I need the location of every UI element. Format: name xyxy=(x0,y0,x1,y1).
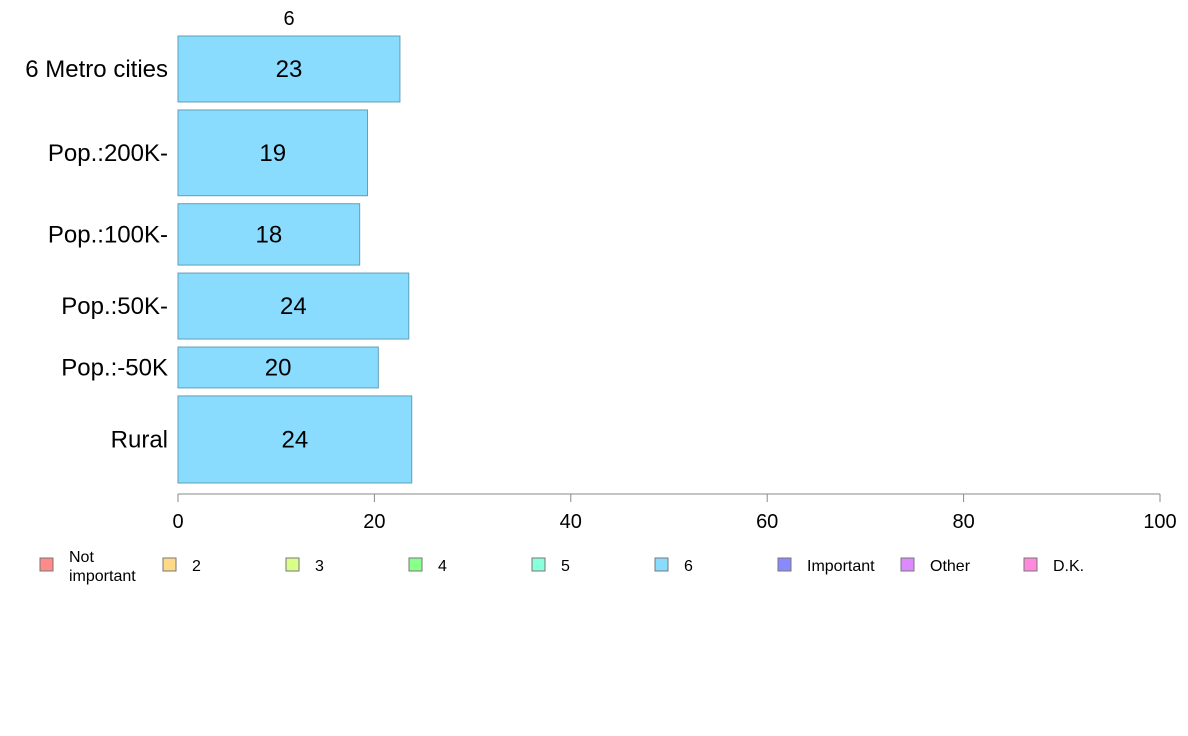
x-axis: 0 20 40 60 80 100 xyxy=(172,493,1177,533)
legend: Not important 2 3 4 5 6 Important Other D.K. xyxy=(39,549,1084,585)
category-label: Pop.:50K- xyxy=(61,293,168,320)
bar-value-label: 24 xyxy=(282,426,309,453)
bar-4 xyxy=(177,346,379,389)
legend-label: Not important xyxy=(69,549,136,585)
bar-1 xyxy=(177,109,369,197)
category-label: 6 Metro cities xyxy=(25,56,168,83)
category-label: Pop.:-50K xyxy=(61,354,168,381)
legend-label: Important xyxy=(807,558,875,575)
bar-value-label: 24 xyxy=(280,293,307,320)
bar-value-label: 23 xyxy=(276,56,303,83)
bars-group: 6 Metro cities 23 Pop.:200K- 19 Pop.:100K- 18… xyxy=(25,35,413,484)
category-label: Pop.:200K- xyxy=(48,140,168,167)
bar-5 xyxy=(177,395,413,484)
bar-value-label: 20 xyxy=(265,354,292,381)
legend-label: 6 xyxy=(684,558,693,575)
legend-swatch xyxy=(408,557,423,572)
x-tick-label: 40 xyxy=(560,511,582,533)
category-label: Pop.:100K- xyxy=(48,221,168,248)
bar-3 xyxy=(177,272,410,340)
x-tick-label: 20 xyxy=(363,511,385,533)
x-tick-label: 100 xyxy=(1143,511,1176,533)
x-tick-label: 0 xyxy=(172,511,183,533)
legend-swatch xyxy=(285,557,300,572)
chart-title: 6 xyxy=(283,8,294,30)
legend-label: 2 xyxy=(192,558,201,575)
bar-value-label: 18 xyxy=(255,221,282,248)
legend-swatch xyxy=(1023,557,1038,572)
legend-swatch xyxy=(900,557,915,572)
bar-2 xyxy=(177,203,361,266)
legend-swatch xyxy=(777,557,792,572)
legend-label: D.K. xyxy=(1053,558,1084,575)
legend-swatch xyxy=(162,557,177,572)
x-tick-label: 60 xyxy=(756,511,778,533)
bar-0 xyxy=(177,35,401,103)
bar-value-label: 19 xyxy=(259,140,286,167)
legend-label: Other xyxy=(930,558,971,575)
legend-label: 4 xyxy=(438,558,447,575)
legend-label: 5 xyxy=(561,558,570,575)
x-tick-label: 80 xyxy=(952,511,974,533)
legend-swatch xyxy=(531,557,546,572)
category-label: Rural xyxy=(111,426,168,453)
legend-swatch xyxy=(654,557,669,572)
legend-label: 3 xyxy=(315,558,324,575)
legend-swatch xyxy=(39,557,54,572)
